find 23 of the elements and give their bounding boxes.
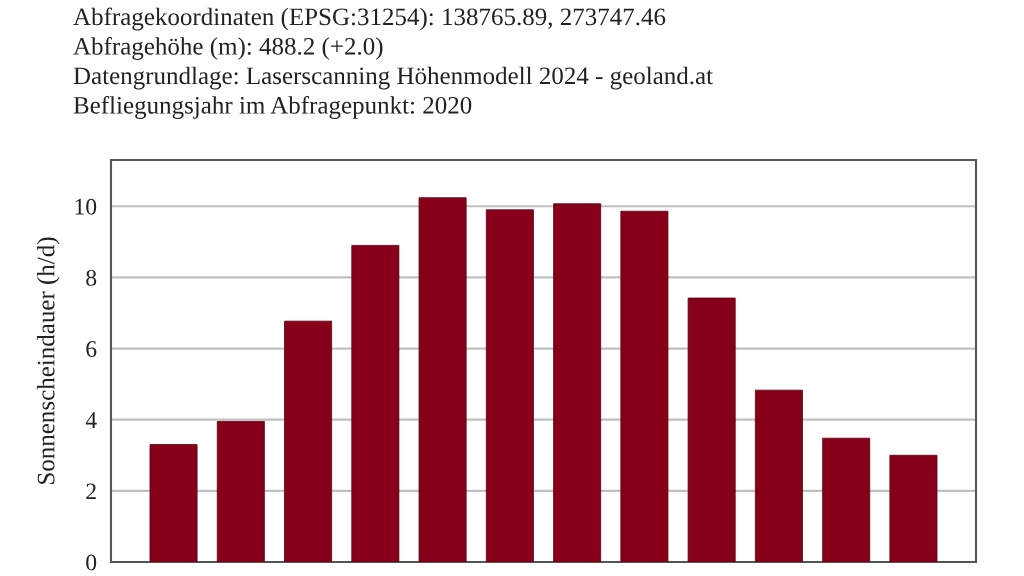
- y-tick-label: 10: [75, 198, 97, 215]
- bar: [889, 454, 938, 562]
- y-tick-label: 0: [86, 554, 97, 571]
- bar: [485, 209, 534, 562]
- bar: [351, 244, 400, 562]
- text: Befliegungsjahr im Abfragepunkt: 2020: [73, 95, 472, 119]
- bar: [620, 210, 669, 562]
- y-axis-title: Sonnenscheindauer (h/d): [36, 237, 60, 484]
- bar: [149, 444, 198, 562]
- text: Abfragekoordinaten (EPSG:31254): 138765.89, 273747.46: [73, 7, 666, 31]
- y-tick-label: 8: [86, 269, 97, 286]
- y-tick-label: 4: [85, 412, 97, 428]
- bar: [418, 197, 467, 562]
- text: Abfragehöhe (m): 488.2 (+2.0): [73, 36, 383, 60]
- bar: [822, 437, 871, 562]
- bar: [687, 297, 736, 562]
- text: Datengrundlage: Laserscanning Höhenmodell 2024 - geoland.at: [73, 66, 713, 90]
- bar: [553, 203, 602, 562]
- bar: [216, 421, 265, 562]
- y-tick-label: 2: [86, 483, 96, 500]
- y-tick-label: 6: [86, 341, 97, 357]
- bar: [754, 389, 803, 562]
- bar: [284, 320, 333, 562]
